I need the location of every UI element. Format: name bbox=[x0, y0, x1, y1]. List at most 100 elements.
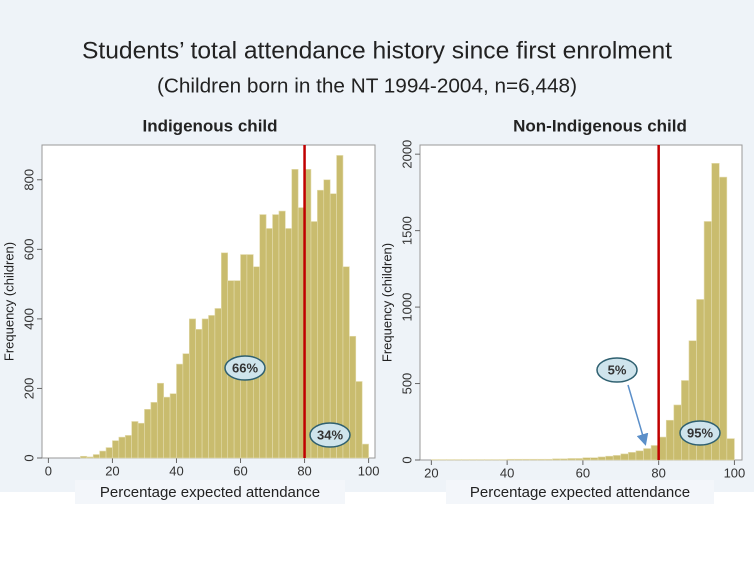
x-tick-label: 20 bbox=[424, 465, 438, 480]
y-axis-label: Frequency (children) bbox=[1, 242, 16, 361]
bar bbox=[329, 193, 337, 459]
bar bbox=[131, 421, 139, 459]
x-tick-label: 80 bbox=[297, 463, 311, 478]
bar bbox=[665, 419, 675, 461]
bar bbox=[92, 454, 100, 459]
bar bbox=[620, 453, 629, 461]
chart-title: Indigenous child bbox=[142, 116, 277, 135]
bar bbox=[582, 457, 591, 461]
annotation: 66% bbox=[232, 360, 258, 375]
bar bbox=[144, 409, 152, 459]
bar bbox=[605, 455, 614, 461]
bar bbox=[163, 396, 171, 459]
x-tick-label: 100 bbox=[358, 463, 380, 478]
bar bbox=[681, 380, 690, 461]
y-tick-label: 0 bbox=[21, 454, 36, 461]
bar bbox=[336, 155, 344, 459]
bar bbox=[208, 315, 216, 459]
x-axis-label: Percentage expected attendance bbox=[100, 484, 320, 501]
bar bbox=[521, 458, 531, 461]
bar bbox=[349, 335, 357, 459]
bar bbox=[559, 458, 569, 461]
annotation-arrow bbox=[627, 384, 649, 446]
annotation-bubble bbox=[679, 420, 721, 446]
bar bbox=[201, 318, 209, 459]
x-tick-label: 40 bbox=[169, 463, 183, 478]
bar bbox=[567, 458, 576, 461]
chart-title: Non-Indigenous child bbox=[513, 116, 687, 135]
y-tick-label: 1000 bbox=[399, 293, 414, 322]
bar bbox=[718, 176, 728, 461]
x-tick-label: 100 bbox=[724, 465, 746, 480]
y-tick-label: 800 bbox=[21, 169, 36, 191]
bar bbox=[590, 457, 599, 461]
y-axis-label: Frequency (children) bbox=[379, 243, 394, 362]
page-subtitle: (Children born in the NT 1994-2004, n=6,… bbox=[157, 75, 577, 97]
bar bbox=[156, 382, 164, 459]
annotation: 95% bbox=[687, 425, 713, 440]
bar bbox=[176, 363, 184, 459]
bar bbox=[711, 163, 720, 461]
bar bbox=[529, 458, 538, 461]
bar bbox=[221, 252, 229, 459]
y-tick-label: 1500 bbox=[399, 216, 414, 245]
bar bbox=[272, 214, 280, 459]
bar bbox=[323, 179, 331, 459]
bar bbox=[361, 443, 369, 459]
bar bbox=[537, 458, 546, 461]
bar bbox=[635, 450, 644, 461]
x-tick-label: 0 bbox=[45, 463, 52, 478]
y-tick-label: 500 bbox=[399, 373, 414, 395]
bar bbox=[214, 308, 222, 459]
bar bbox=[628, 452, 637, 461]
x-axis-label: Percentage expected attendance bbox=[470, 484, 690, 501]
bar bbox=[105, 447, 113, 459]
bar bbox=[514, 458, 523, 461]
bar bbox=[310, 221, 318, 459]
bar bbox=[112, 440, 120, 459]
bar bbox=[124, 435, 132, 459]
bar bbox=[285, 228, 293, 459]
bar bbox=[317, 189, 325, 459]
bar bbox=[195, 329, 203, 459]
bar bbox=[182, 353, 190, 459]
bar bbox=[726, 438, 735, 461]
x-tick-label: 20 bbox=[105, 463, 119, 478]
bar bbox=[259, 214, 267, 459]
annotation-bubble bbox=[596, 357, 638, 383]
annotation-bubble bbox=[309, 422, 351, 448]
bar bbox=[278, 210, 286, 459]
x-label-box bbox=[446, 480, 714, 504]
page-title: Students’ total attendance history since… bbox=[82, 37, 672, 64]
x-tick-label: 60 bbox=[576, 465, 590, 480]
bar bbox=[137, 422, 145, 459]
bar bbox=[265, 228, 273, 459]
bar bbox=[552, 458, 561, 461]
bar bbox=[80, 455, 88, 459]
y-tick-label: 400 bbox=[21, 308, 36, 330]
bar bbox=[169, 393, 177, 459]
bar bbox=[86, 456, 94, 459]
bar bbox=[150, 402, 158, 459]
annotation: 5% bbox=[608, 362, 627, 377]
bar bbox=[291, 169, 299, 459]
y-tick-label: 200 bbox=[21, 378, 36, 400]
annotation: 34% bbox=[317, 427, 343, 442]
x-tick-label: 80 bbox=[651, 465, 665, 480]
bar bbox=[355, 381, 363, 459]
y-tick-label: 2000 bbox=[399, 140, 414, 169]
x-tick-label: 60 bbox=[233, 463, 247, 478]
x-tick-label: 40 bbox=[500, 465, 514, 480]
bar bbox=[612, 455, 622, 461]
bar bbox=[544, 458, 553, 461]
annotation-bubble bbox=[224, 355, 266, 381]
bar bbox=[118, 436, 126, 459]
bar bbox=[597, 456, 606, 461]
bar bbox=[506, 458, 516, 461]
y-tick-label: 600 bbox=[21, 238, 36, 260]
bar bbox=[188, 318, 196, 459]
bar bbox=[575, 458, 584, 461]
bar bbox=[99, 450, 107, 459]
